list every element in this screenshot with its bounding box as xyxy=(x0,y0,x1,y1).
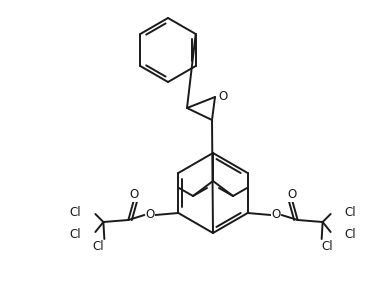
Text: O: O xyxy=(271,208,280,221)
Text: O: O xyxy=(218,91,228,104)
Text: O: O xyxy=(130,188,139,201)
Text: O: O xyxy=(287,188,296,201)
Text: Cl: Cl xyxy=(322,241,333,254)
Text: Cl: Cl xyxy=(344,228,356,241)
Text: Cl: Cl xyxy=(344,205,356,218)
Text: Cl: Cl xyxy=(70,228,81,241)
Text: Cl: Cl xyxy=(93,241,104,254)
Text: Cl: Cl xyxy=(70,205,81,218)
Text: O: O xyxy=(146,208,155,221)
